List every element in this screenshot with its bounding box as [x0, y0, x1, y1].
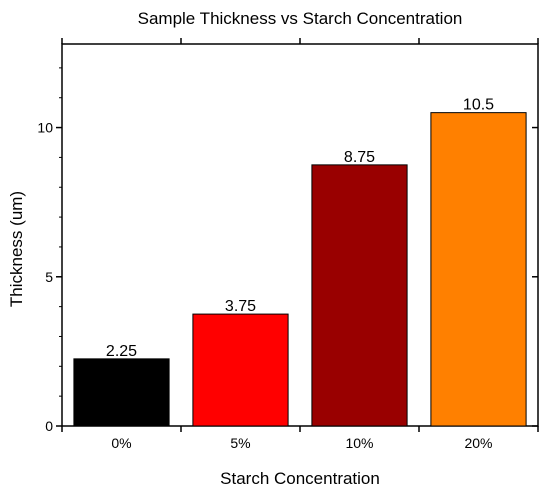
- chart-title: Sample Thickness vs Starch Concentration: [138, 9, 463, 28]
- bar-value-label: 8.75: [344, 149, 375, 166]
- y-tick-label: 10: [37, 120, 53, 136]
- x-tick-label: 5%: [230, 435, 250, 451]
- bar-value-label: 2.25: [106, 343, 137, 360]
- bar-1: [192, 313, 289, 427]
- bars-layer: [73, 112, 527, 427]
- x-axis-label: Starch Concentration: [220, 469, 380, 488]
- ticks-layer: 0 5 10: [37, 38, 539, 434]
- x-tick-label: 20%: [464, 435, 492, 451]
- labels-layer: 0% 2.25 5% 3.75 10% 8.75 20% 10.5: [106, 97, 494, 451]
- y-axis-label: Thickness (um): [7, 191, 26, 307]
- bar-3: [430, 112, 527, 427]
- x-tick-label: 10%: [345, 435, 373, 451]
- y-tick-label: 0: [45, 418, 53, 434]
- bar-value-label: 3.75: [225, 298, 256, 315]
- y-tick-label: 5: [45, 269, 53, 285]
- x-tick-label: 0%: [111, 435, 131, 451]
- bar-2: [311, 164, 408, 427]
- bar-value-label: 10.5: [463, 97, 494, 114]
- bar-0: [73, 358, 170, 427]
